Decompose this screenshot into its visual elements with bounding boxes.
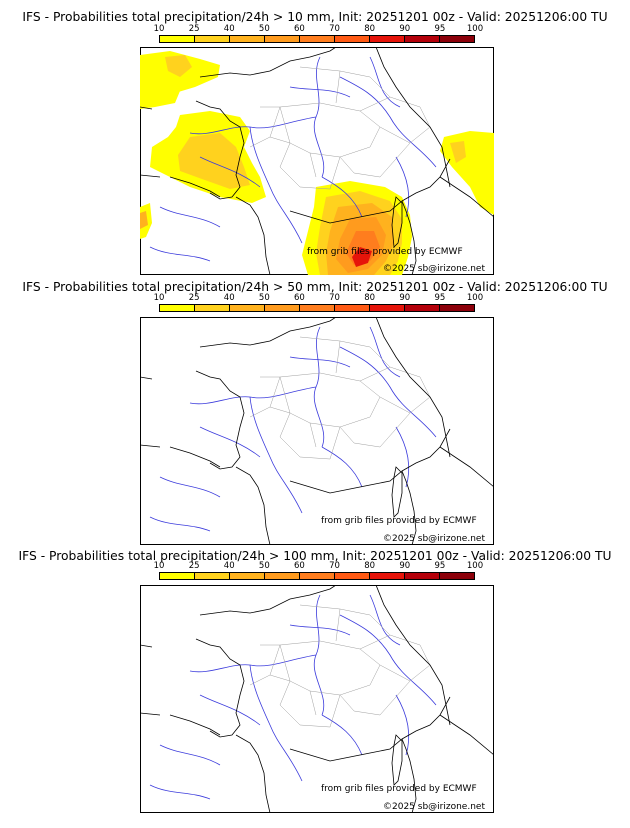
rivers [149,326,437,532]
colorbar-tick-label: 60 [294,561,305,571]
colorbar-tick-label: 40 [223,24,235,34]
credit-source: from grib files provided by ECMWF [321,516,477,526]
colorbar-segment [370,573,405,579]
colorbar-bar [159,572,475,580]
coastlines [140,585,494,813]
coastlines [140,47,494,275]
colorbar-tick-label: 25 [188,293,200,303]
colorbar-segment [160,305,195,311]
colorbar-segment [300,573,335,579]
colorbar-segment [195,305,230,311]
panel-title: IFS - Probabilities total precipitation/… [18,549,612,563]
map-canvas: from grib files provided by ECMWF ©2025 … [140,47,494,275]
colorbar-bar [159,304,475,312]
colorbar-tick-label: 25 [188,24,200,34]
colorbar-tick-label: 80 [364,561,376,571]
map-canvas: from grib files provided by ECMWF ©2025 … [140,317,494,545]
colorbar-tick-label: 100 [466,24,484,34]
colorbar-tick-label: 10 [153,24,165,34]
colorbar-tick-label: 50 [258,293,270,303]
colorbar-segment [230,36,265,42]
colorbar-tick-label: 95 [434,24,446,34]
colorbar-segment [335,573,370,579]
colorbar-tick-label: 90 [399,561,411,571]
colorbar-tick-label: 40 [223,561,235,571]
panel-title: IFS - Probabilities total precipitation/… [22,10,608,24]
colorbar-segment [405,305,440,311]
colorbar-segment [300,305,335,311]
colorbar-segment [195,573,230,579]
colorbar-bar [159,35,475,43]
colorbar-tick-label: 50 [258,24,270,34]
colorbar-tick-label: 90 [399,293,411,303]
colorbar-segment [335,36,370,42]
colorbar-tick-label: 90 [399,24,411,34]
colorbar-segment [370,305,405,311]
colorbar-segment [195,36,230,42]
admin-borders [249,66,431,190]
colorbar-tick-label: 60 [294,24,305,34]
colorbar-tick-label: 10 [153,561,165,571]
admin-borders [249,604,431,728]
colorbar-segment [405,573,440,579]
colorbar-tick-label: 70 [329,293,340,303]
colorbar-segment [265,573,300,579]
credit-copyright: ©2025 sb@irizone.net [383,534,485,544]
colorbar-tick-label: 100 [466,293,484,303]
credit-copyright: ©2025 sb@irizone.net [383,264,485,274]
colorbar-segment [265,305,300,311]
colorbar-ticks: 10 25 40 50 60 70 80 90 95 100 [154,24,484,35]
admin-borders [249,336,431,460]
colorbar-segment [160,573,195,579]
colorbar-tick-label: 50 [258,561,270,571]
map-panel: from grib files provided by ECMWF ©2025 … [140,585,494,813]
colorbar: 10 25 40 50 60 70 80 90 95 100 [154,561,484,586]
colorbar-segment [335,305,370,311]
map-canvas: from grib files provided by ECMWF ©2025 … [140,585,494,813]
colorbar-tick-label: 25 [188,561,200,571]
colorbar-segment [405,36,440,42]
panel-title: IFS - Probabilities total precipitation/… [22,280,608,294]
colorbar-tick-label: 70 [329,24,340,34]
colorbar-segment [440,573,474,579]
colorbar-segment [265,36,300,42]
colorbar-tick-label: 60 [294,293,305,303]
colorbar-segment [160,36,195,42]
rivers [149,56,437,262]
colorbar-segment [440,36,474,42]
probability-field [140,51,494,275]
credit-source: from grib files provided by ECMWF [321,784,477,794]
colorbar-segment [230,573,265,579]
rivers [149,594,437,800]
colorbar: 10 25 40 50 60 70 80 90 95 100 [154,24,484,49]
map-panel: from grib files provided by ECMWF ©2025 … [140,317,494,545]
colorbar-tick-label: 80 [364,24,376,34]
colorbar: 10 25 40 50 60 70 80 90 95 100 [154,293,484,318]
credit-copyright: ©2025 sb@irizone.net [383,802,485,812]
colorbar-tick-label: 95 [434,293,446,303]
colorbar-segment [440,305,474,311]
colorbar-ticks: 10 25 40 50 60 70 80 90 95 100 [154,293,484,304]
colorbar-tick-label: 95 [434,561,446,571]
colorbar-ticks: 10 25 40 50 60 70 80 90 95 100 [154,561,484,572]
credit-source: from grib files provided by ECMWF [307,247,463,257]
colorbar-tick-label: 100 [466,561,484,571]
colorbar-segment [370,36,405,42]
colorbar-tick-label: 40 [223,293,235,303]
colorbar-tick-label: 80 [364,293,376,303]
colorbar-segment [230,305,265,311]
colorbar-segment [300,36,335,42]
map-panel: from grib files provided by ECMWF ©2025 … [140,47,494,275]
coastlines [140,317,494,545]
colorbar-tick-label: 70 [329,561,340,571]
colorbar-tick-label: 10 [153,293,165,303]
